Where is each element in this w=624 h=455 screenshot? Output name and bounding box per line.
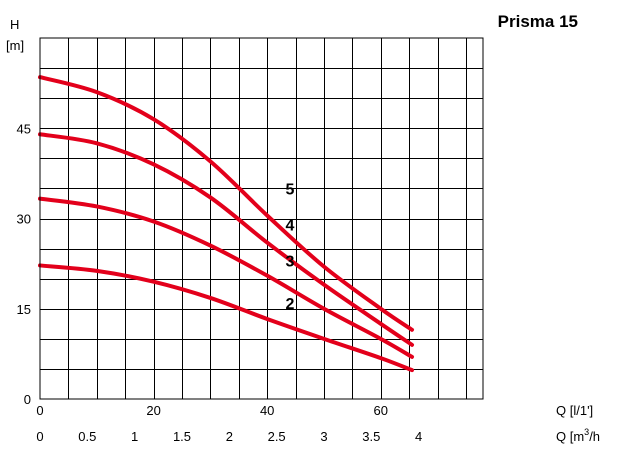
curve-series-4 bbox=[38, 132, 415, 347]
curve-labels: 5 4 3 2 bbox=[285, 181, 294, 312]
chart-grid bbox=[40, 38, 483, 399]
x2-tick-label: 1 bbox=[131, 429, 138, 444]
y-tick-label: 15 bbox=[17, 302, 31, 317]
x-tick-label: 20 bbox=[146, 403, 160, 418]
x2-axis-label-main: Q [m bbox=[556, 429, 584, 444]
x2-tick-label: 4 bbox=[415, 429, 422, 444]
y-axis-unit: [m] bbox=[6, 38, 24, 53]
plot-frame bbox=[39, 37, 484, 400]
curve-series-2 bbox=[38, 263, 415, 373]
y-tick-label: 30 bbox=[17, 212, 31, 227]
chart-title: Prisma 15 bbox=[498, 12, 578, 31]
y-axis-label: H bbox=[10, 17, 19, 32]
curve-label-2: 2 bbox=[285, 296, 294, 313]
x-axis-label: Q [l/1'] bbox=[556, 403, 593, 418]
x2-tick-label: 1.5 bbox=[173, 429, 191, 444]
x-tick-label: 60 bbox=[374, 403, 388, 418]
y-tick-label: 0 bbox=[24, 392, 31, 407]
y-tick-label: 45 bbox=[17, 121, 31, 136]
curve-label-3: 3 bbox=[285, 254, 294, 271]
x-tick-label: 0 bbox=[36, 403, 43, 418]
x2-tick-label: 2.5 bbox=[268, 429, 286, 444]
x2-tick-label: 3.5 bbox=[362, 429, 380, 444]
x2-tick-label: 2 bbox=[226, 429, 233, 444]
x2-axis-label-sup: 3 bbox=[584, 427, 589, 437]
curve-label-4: 4 bbox=[285, 218, 294, 235]
x2-tick-label: 0.5 bbox=[78, 429, 96, 444]
x2-axis-label: Q [m3/h bbox=[556, 427, 600, 444]
x2-tick-label: 0 bbox=[36, 429, 43, 444]
curve-label-5: 5 bbox=[285, 181, 294, 198]
curve-series-3 bbox=[38, 196, 415, 359]
curve-series-5 bbox=[38, 75, 415, 332]
pump-curves bbox=[38, 75, 415, 373]
x2-tick-label: 3 bbox=[320, 429, 327, 444]
x2-axis-label-tail: /h bbox=[589, 429, 600, 444]
x-tick-label: 40 bbox=[260, 403, 274, 418]
